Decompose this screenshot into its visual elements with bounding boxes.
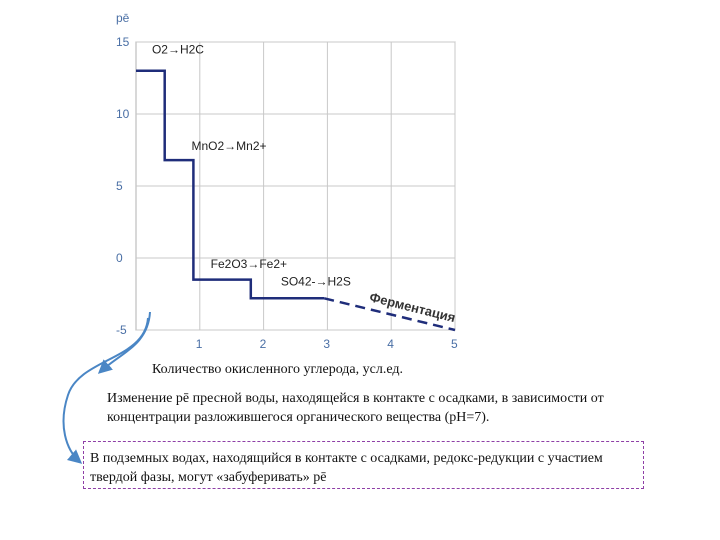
x-axis-label: Количество окисленного углерода, усл.ед. bbox=[152, 362, 403, 377]
arrow-to-note bbox=[62, 317, 149, 464]
annotation-fermentation: Ферментация bbox=[368, 289, 457, 325]
note-box: В подземных водах, находящийся в контакт… bbox=[83, 441, 644, 489]
x-tick-label: 2 bbox=[260, 337, 267, 351]
annotation-stage: Fe2O3→Fe2+ bbox=[211, 257, 287, 271]
annotation-stage: MnO2→Mn2+ bbox=[192, 139, 267, 153]
y-tick-label: -5 bbox=[116, 323, 127, 337]
y-tick-label: 5 bbox=[116, 179, 123, 193]
x-tick-label: 1 bbox=[196, 337, 203, 351]
series-line-dashed bbox=[323, 297, 456, 332]
x-tick-label: 4 bbox=[387, 337, 394, 351]
x-tick-labels: 1 2 3 4 5 bbox=[196, 337, 458, 351]
note-text: В подземных водах, находящийся в контакт… bbox=[90, 451, 603, 485]
y-tick-label: 15 bbox=[116, 35, 130, 49]
series bbox=[136, 69, 456, 332]
annotations: O2→H2C MnO2→Mn2+ Fe2O3→Fe2+ SO42-→H2S Фермен… bbox=[152, 43, 457, 326]
series-line-solid bbox=[136, 69, 325, 300]
arrow-to-caption bbox=[97, 311, 151, 374]
y-tick-labels: 15 10 5 0 -5 bbox=[116, 35, 130, 337]
y-tick-label: 0 bbox=[116, 251, 123, 265]
figure-caption: Изменение pē пресной воды, находящейся в… bbox=[107, 391, 604, 425]
y-axis-label: pē bbox=[116, 11, 130, 25]
x-tick-label: 5 bbox=[451, 337, 458, 351]
grid bbox=[135, 41, 456, 331]
x-tick-label: 3 bbox=[323, 337, 330, 351]
annotation-stage: SO42-→H2S bbox=[281, 274, 351, 288]
y-tick-label: 10 bbox=[116, 107, 130, 121]
annotation-stage: O2→H2C bbox=[152, 43, 204, 57]
